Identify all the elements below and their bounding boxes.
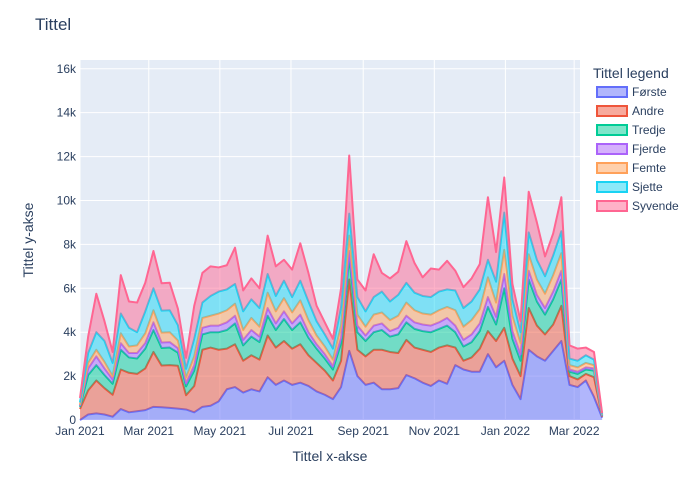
x-tick-label: Sep 2021 (338, 424, 390, 438)
legend-swatch (596, 181, 628, 193)
legend-item[interactable]: Fjerde (596, 142, 666, 156)
legend: Tittel legend Første Andre Tredje Fjerde Fem… (593, 65, 679, 213)
y-tick-label: 14k (57, 106, 77, 120)
legend-item[interactable]: Sjette (596, 180, 663, 194)
legend-item[interactable]: Syvende (596, 199, 679, 213)
y-axis-label: Tittel y-akse (20, 202, 36, 277)
legend-swatch (596, 162, 628, 174)
area-fill-series-2[interactable] (80, 257, 603, 417)
legend-item[interactable]: Andre (596, 104, 664, 118)
legend-label: Fjerde (632, 142, 666, 156)
legend-item[interactable]: Tredje (596, 123, 666, 137)
legend-label: Sjette (632, 180, 663, 194)
legend-title: Tittel legend (593, 65, 669, 81)
y-tick-label: 8k (63, 237, 77, 251)
legend-label: Tredje (632, 123, 666, 137)
x-tick-label: Jul 2021 (268, 424, 314, 438)
x-tick-label: Mar 2022 (549, 424, 600, 438)
y-tick-label: 0 (69, 413, 76, 427)
y-tick-labels: 0 2k 4k 6k 8k 10k 12k 14k 16k (57, 62, 77, 427)
x-tick-label: Nov 2021 (409, 424, 461, 438)
area-fill-series-0[interactable] (80, 340, 603, 420)
y-tick-label: 10k (57, 193, 77, 207)
chart-title: Tittel (35, 15, 71, 34)
legend-swatch (596, 124, 628, 136)
legend-label: Andre (632, 104, 664, 118)
legend-item[interactable]: Femte (596, 161, 666, 175)
legend-label: Femte (632, 161, 666, 175)
y-tick-label: 4k (63, 325, 77, 339)
area-fill-series-5[interactable] (80, 212, 603, 416)
legend-swatch (596, 200, 628, 212)
y-tick-label: 12k (57, 150, 77, 164)
x-tick-labels: Jan 2021 Mar 2021 May 2021 Jul 2021 Sep 2021… (55, 424, 600, 438)
y-tick-label: 2k (63, 369, 77, 383)
series-line-6[interactable] (79, 154, 604, 414)
series-areas[interactable] (79, 154, 604, 421)
y-tick-label: 6k (63, 281, 77, 295)
x-tick-label: Jan 2022 (481, 424, 531, 438)
legend-label: Syvende (632, 199, 679, 213)
legend-label: Første (632, 85, 667, 99)
x-tick-label: Mar 2021 (123, 424, 174, 438)
legend-swatch (596, 143, 628, 155)
x-axis-label: Tittel x-akse (293, 448, 368, 464)
y-tick-label: 16k (57, 62, 77, 76)
x-tick-label: May 2021 (194, 424, 247, 438)
legend-swatch (596, 86, 628, 98)
area-fill-series-1[interactable] (80, 279, 603, 420)
legend-item[interactable]: Første (596, 85, 667, 99)
x-tick-label: Jan 2021 (55, 424, 105, 438)
legend-swatch (596, 105, 628, 117)
